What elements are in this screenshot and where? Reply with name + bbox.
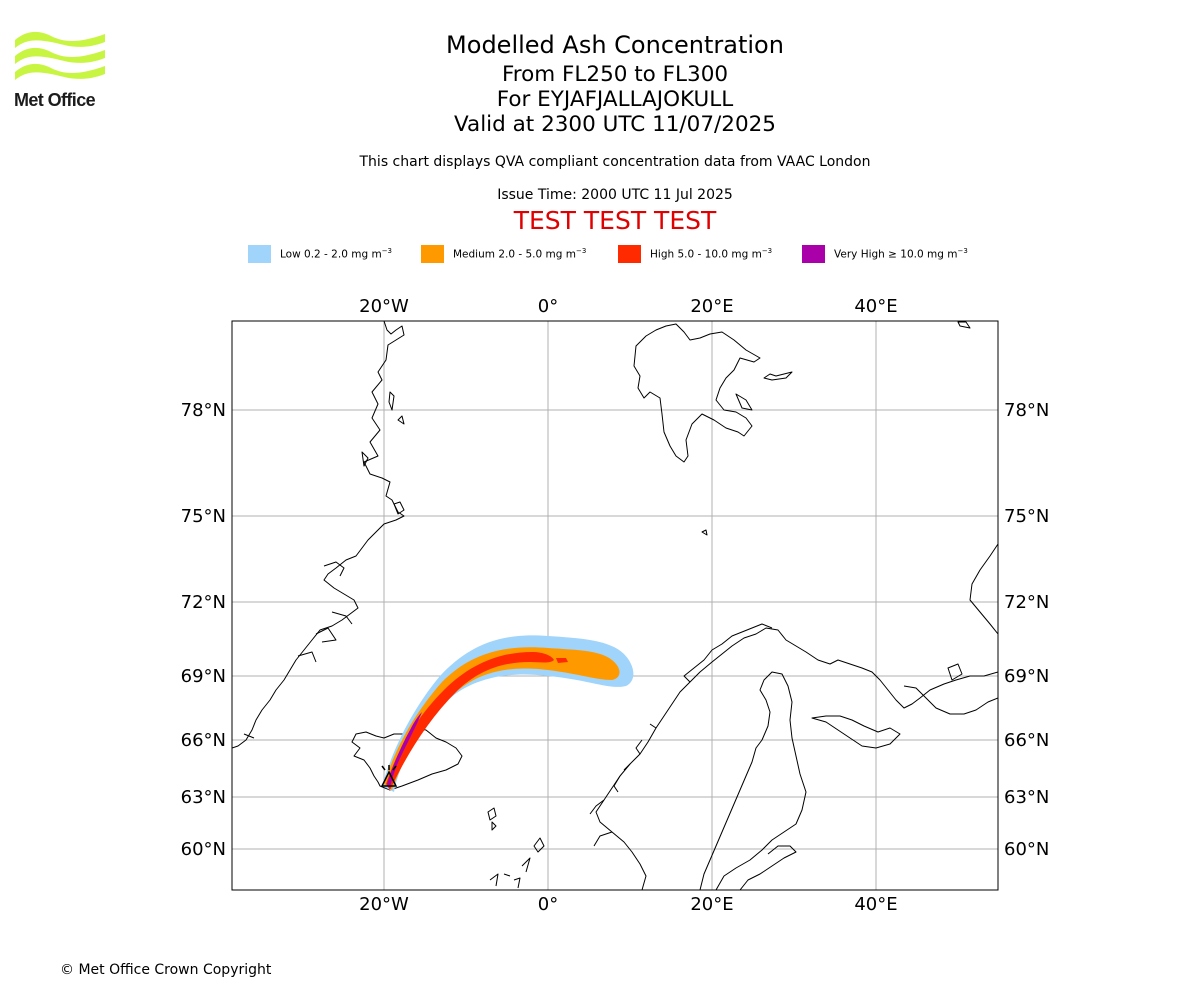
legend-item-very-high: Very High ≥ 10.0 mg m−3 — [802, 244, 968, 264]
svalbard-coast — [633, 323, 793, 463]
norway-fjords — [589, 623, 773, 847]
flight-level-range: From FL250 to FL300 — [501, 62, 729, 87]
lon-tick-top-20w: 20°W — [359, 296, 409, 317]
volcano-name: For EYJAFJALLAJOKULL — [496, 87, 734, 112]
lon-tick-bottom-20e: 20°E — [690, 894, 733, 915]
lon-ticks-top: 20°W 0° 20°E 40°E — [359, 296, 897, 317]
gulf-of-bothnia — [699, 671, 807, 890]
white-sea — [811, 715, 901, 749]
volcano-eruption-icon — [381, 765, 397, 771]
lat-tick-right-75n: 75°N — [1004, 506, 1049, 527]
lat-tick-left-75n: 75°N — [181, 506, 226, 527]
met-office-logo: Met Office — [13, 28, 108, 114]
lon-tick-bottom-0: 0° — [538, 894, 558, 915]
concentration-legend: Low 0.2 - 2.0 mg m−3 Medium 2.0 - 5.0 mg… — [0, 244, 1200, 264]
uk-north-coast — [489, 837, 545, 889]
lat-tick-left-69n: 69°N — [181, 666, 226, 687]
lat-tick-right-66n: 66°N — [1004, 730, 1049, 751]
lon-tick-bottom-40e: 40°E — [854, 894, 897, 915]
legend-label-high: High 5.0 - 10.0 mg m−3 — [650, 247, 773, 261]
legend-swatch-medium — [421, 245, 444, 263]
baltic-coast — [739, 845, 797, 890]
lat-tick-left-78n: 78°N — [181, 400, 226, 421]
legend-item-high: High 5.0 - 10.0 mg m−3 — [618, 244, 772, 264]
copyright-notice: © Met Office Crown Copyright — [60, 962, 272, 978]
test-banner: TEST TEST TEST — [513, 206, 717, 235]
plume-high-patch — [556, 658, 568, 663]
faroe-islands — [487, 807, 497, 831]
plume-high — [386, 652, 554, 790]
legend-item-medium: Medium 2.0 - 5.0 mg m−3 — [421, 244, 586, 264]
plume-medium — [384, 647, 620, 790]
lat-tick-right-63n: 63°N — [1004, 787, 1049, 808]
title-block: Modelled Ash Concentration From FL250 to… — [315, 28, 915, 236]
lat-tick-right-69n: 69°N — [1004, 666, 1049, 687]
volcano-marker — [380, 765, 398, 787]
greenland-islands — [361, 391, 405, 515]
ash-plume — [382, 635, 634, 792]
lon-tick-bottom-20w: 20°W — [359, 894, 409, 915]
map-frame — [231, 320, 999, 891]
legend-label-low: Low 0.2 - 2.0 mg m−3 — [280, 247, 393, 261]
logo-text: Met Office — [14, 90, 96, 110]
met-office-waves-icon — [15, 31, 105, 80]
lat-ticks-left: 78°N 75°N 72°N 69°N 66°N 63°N 60°N — [181, 400, 226, 860]
lon-tick-top-40e: 40°E — [854, 296, 897, 317]
lat-tick-right-72n: 72°N — [1004, 592, 1049, 613]
plume-low — [382, 635, 634, 792]
scandinavia-coast — [595, 627, 998, 890]
legend-item-low: Low 0.2 - 2.0 mg m−3 — [248, 244, 392, 264]
lon-ticks-bottom: 20°W 0° 20°E 40°E — [359, 894, 897, 915]
lat-tick-left-66n: 66°N — [181, 730, 226, 751]
volcano-triangle-icon — [380, 770, 398, 787]
greenland-inlets — [243, 561, 353, 739]
legend-label-very-high: Very High ≥ 10.0 mg m−3 — [834, 247, 968, 261]
lat-tick-left-63n: 63°N — [181, 787, 226, 808]
lon-tick-top-20e: 20°E — [690, 296, 733, 317]
lat-tick-left-72n: 72°N — [181, 592, 226, 613]
greenland-coast — [232, 321, 405, 749]
lat-tick-right-60n: 60°N — [1004, 839, 1049, 860]
legend-swatch-low — [248, 245, 271, 263]
novaya-zemlya — [957, 321, 998, 635]
legend-label-medium: Medium 2.0 - 5.0 mg m−3 — [453, 247, 587, 261]
legend-swatch-very-high — [802, 245, 825, 263]
coastlines — [232, 321, 998, 890]
lat-ticks-right: 78°N 75°N 72°N 69°N 66°N 63°N 60°N — [1004, 400, 1049, 860]
lat-tick-left-60n: 60°N — [181, 839, 226, 860]
bear-island — [701, 529, 708, 536]
valid-time: Valid at 2300 UTC 11/07/2025 — [453, 112, 776, 137]
lon-tick-top-0: 0° — [538, 296, 558, 317]
legend-swatch-high — [618, 245, 641, 263]
chart-title: Modelled Ash Concentration — [446, 31, 784, 59]
lat-tick-right-78n: 78°N — [1004, 400, 1049, 421]
qva-note: This chart displays QVA compliant concen… — [359, 154, 871, 170]
plume-very-high — [387, 712, 422, 788]
gridlines — [232, 321, 998, 890]
issue-time: Issue Time: 2000 UTC 11 Jul 2025 — [497, 187, 733, 203]
kola-kanin — [903, 663, 998, 715]
